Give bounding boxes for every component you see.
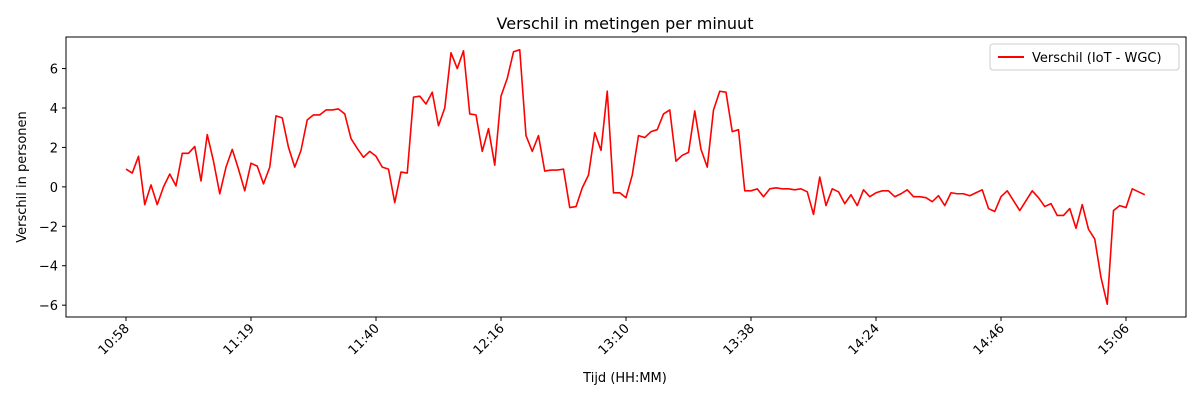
y-tick-label: 0 bbox=[50, 181, 58, 196]
y-tick-label: 4 bbox=[50, 102, 58, 117]
legend: Verschil (IoT - WGC) bbox=[989, 43, 1180, 71]
y-tick-label: −2 bbox=[39, 220, 58, 235]
series-line bbox=[125, 49, 1146, 305]
legend-label: Verschil (IoT - WGC) bbox=[1032, 51, 1162, 66]
chart-title: Verschil in metingen per minuut bbox=[497, 14, 754, 33]
x-axis-label: Tijd (HH:MM) bbox=[582, 371, 667, 386]
y-tick-label: 2 bbox=[50, 141, 58, 156]
y-tick-label: 6 bbox=[50, 63, 58, 78]
axes-frame bbox=[65, 36, 1187, 318]
y-axis-label: Verschil in personen bbox=[15, 111, 30, 243]
legend-box bbox=[989, 43, 1180, 71]
y-tick-label: −4 bbox=[39, 260, 58, 275]
y-tick-label: −6 bbox=[39, 299, 58, 314]
